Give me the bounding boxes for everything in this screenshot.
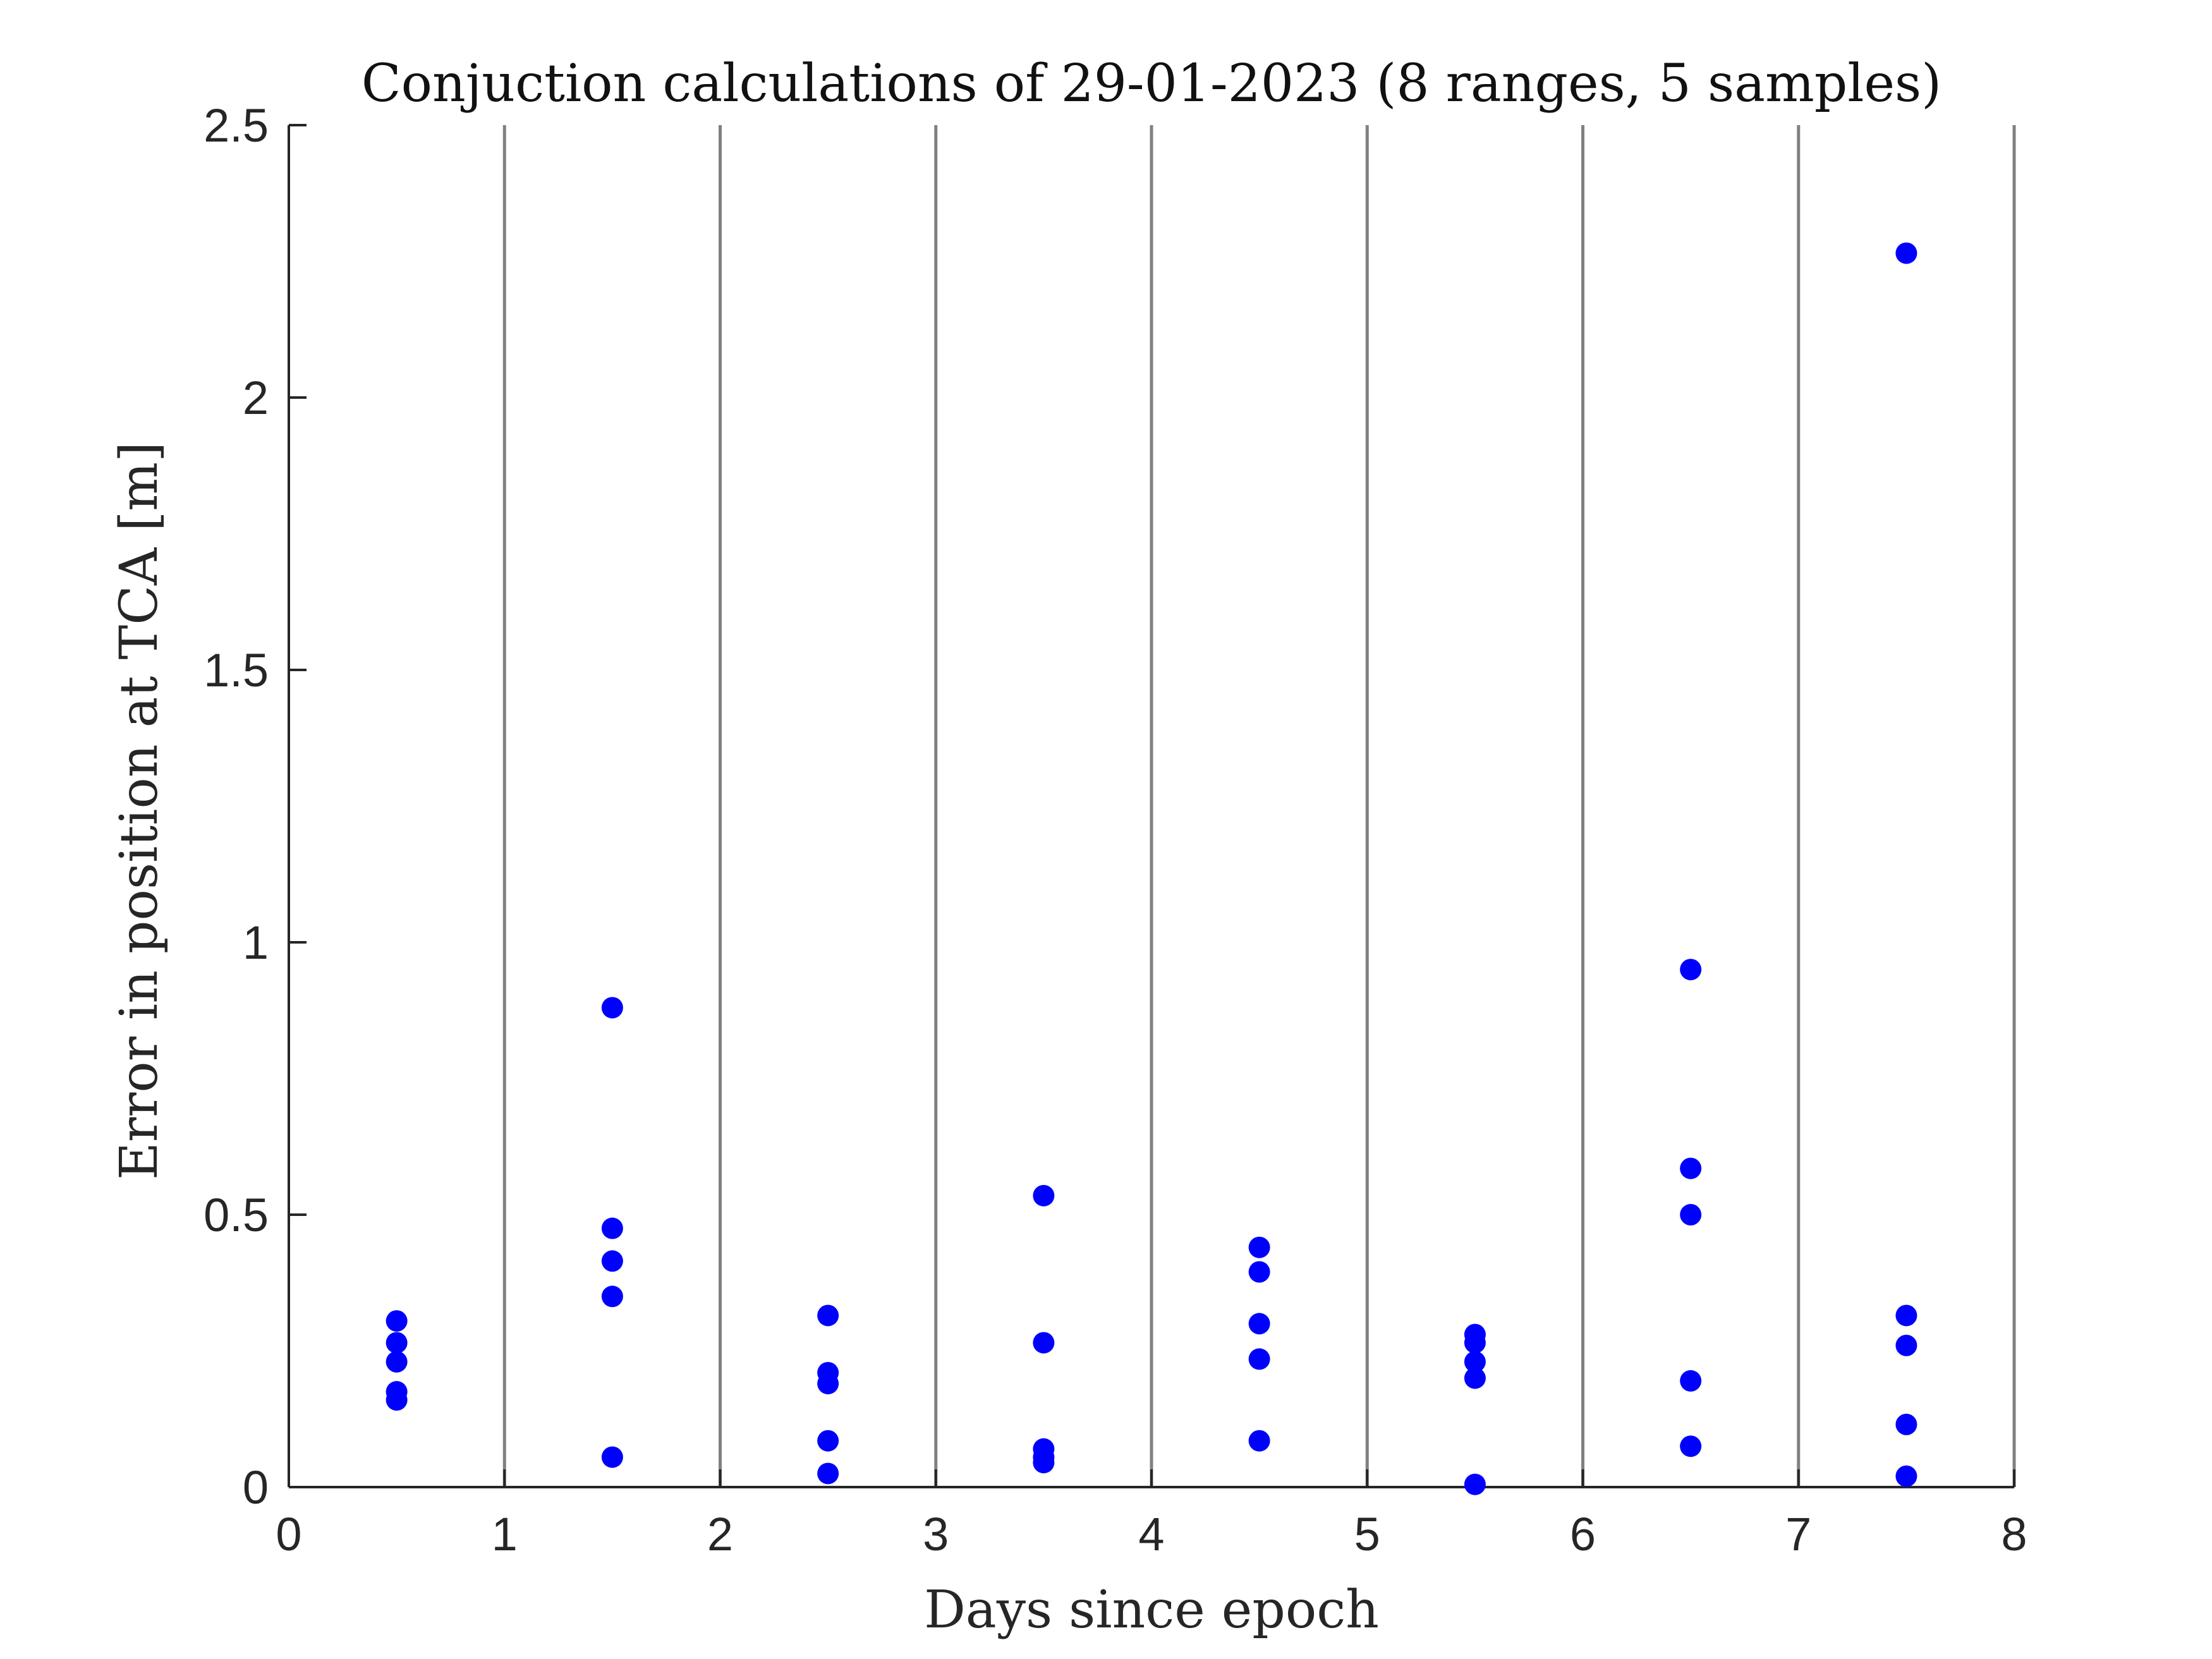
data-point-0-4: [386, 1389, 408, 1411]
data-point-0-12: [817, 1373, 839, 1395]
data-point-0-29: [1464, 1473, 1486, 1495]
data-point-0-33: [1680, 1370, 1702, 1392]
x-tick-label-1: 1: [492, 1508, 518, 1560]
data-point-0-22: [1248, 1313, 1270, 1335]
x-tick-label-6: 6: [1570, 1508, 1596, 1560]
x-tick-label-3: 3: [923, 1508, 949, 1560]
data-point-0-39: [1895, 1465, 1917, 1487]
x-tick-label-2: 2: [707, 1508, 733, 1560]
y-tick-label-4: 2: [243, 372, 269, 424]
data-point-0-20: [1248, 1236, 1270, 1258]
data-point-0-19: [1033, 1452, 1055, 1474]
x-tick-label-7: 7: [1785, 1508, 1811, 1560]
data-point-0-15: [1033, 1184, 1055, 1206]
data-point-0-38: [1895, 1413, 1917, 1435]
x-tick-label-4: 4: [1138, 1508, 1164, 1560]
y-tick-label-1: 0.5: [204, 1189, 269, 1241]
data-point-0-8: [601, 1285, 623, 1308]
data-point-0-28: [1464, 1367, 1486, 1389]
data-point-0-9: [601, 1446, 623, 1468]
data-point-0-21: [1248, 1261, 1270, 1283]
data-point-0-26: [1464, 1332, 1486, 1354]
vertical-grid: [502, 125, 2016, 1487]
data-point-0-36: [1895, 1304, 1917, 1327]
data-point-0-10: [817, 1304, 839, 1327]
x-ticks: 0 1 2 3 4 5 6 7 8: [276, 1469, 2027, 1560]
y-tick-label-0: 0: [243, 1461, 269, 1514]
data-point-0-37: [1895, 1334, 1917, 1356]
y-tick-label-5: 2.5: [204, 99, 269, 152]
y-axis-label: Error in position at TCA [m]: [109, 442, 169, 1180]
data-point-0-2: [386, 1351, 408, 1373]
data-point-0-34: [1680, 1435, 1702, 1457]
data-point-0-35: [1895, 242, 1917, 264]
data-point-0-5: [601, 997, 623, 1019]
chart-title: Conjuction calculations of 29-01-2023 (8…: [362, 54, 1942, 114]
data-point-0-7: [601, 1250, 623, 1272]
data-point-0-24: [1248, 1430, 1270, 1452]
data-point-0-27: [1464, 1351, 1486, 1373]
data-point-0-30: [1680, 959, 1702, 981]
data-point-0-0: [386, 1310, 408, 1332]
x-tick-label-8: 8: [2001, 1508, 2027, 1560]
data-points: [386, 242, 1917, 1495]
data-point-0-13: [817, 1430, 839, 1452]
y-tick-label-2: 1: [243, 916, 269, 969]
x-axis-label: Days since epoch: [924, 1580, 1379, 1640]
data-point-0-1: [386, 1332, 408, 1354]
y-ticks: 0 0.5 1 1.5 2 2.5: [204, 99, 307, 1514]
data-point-0-32: [1680, 1204, 1702, 1225]
data-point-0-6: [601, 1217, 623, 1239]
x-tick-label-5: 5: [1354, 1508, 1380, 1560]
y-tick-label-3: 1.5: [204, 644, 269, 696]
data-point-0-31: [1680, 1157, 1702, 1179]
x-tick-label-0: 0: [276, 1508, 301, 1560]
data-point-0-23: [1248, 1348, 1270, 1370]
data-point-0-16: [1033, 1332, 1055, 1354]
data-point-0-14: [817, 1462, 839, 1485]
